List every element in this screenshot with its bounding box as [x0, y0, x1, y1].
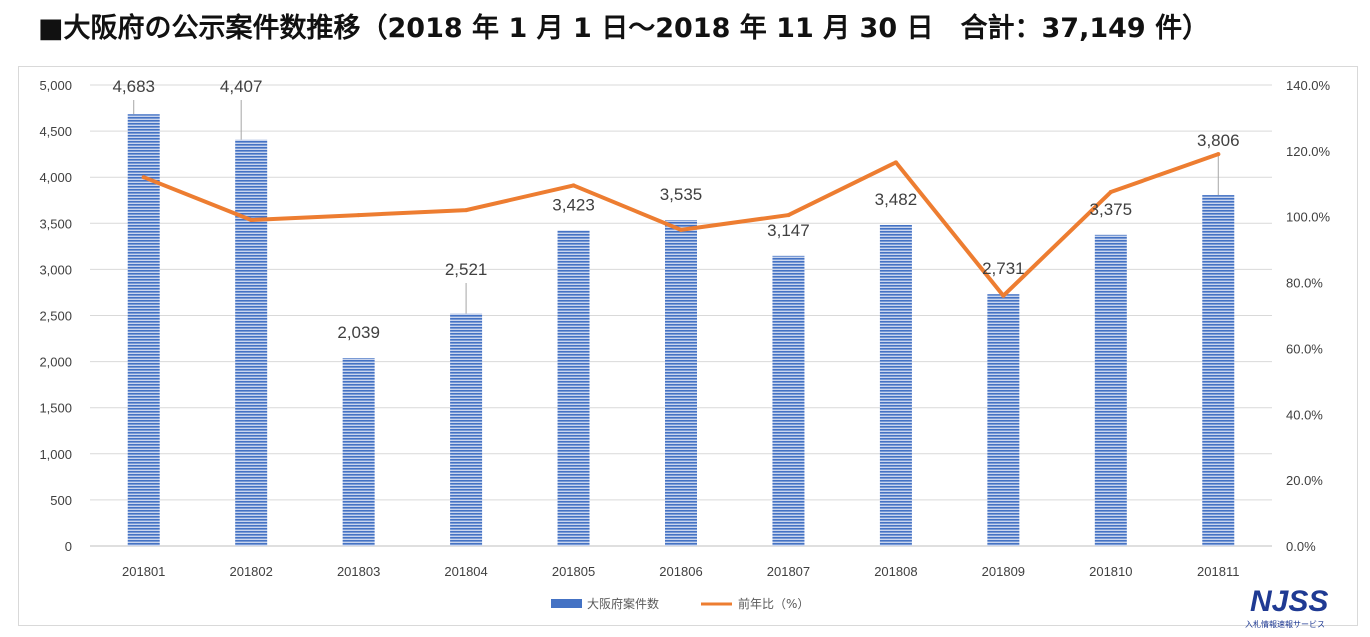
right-axis-ticks: 0.0% 20.0% 40.0% 60.0% 80.0% 100.0% 120.0% 140.… [1286, 78, 1331, 554]
legend-bar-label: 大阪府案件数 [587, 596, 659, 611]
right-tick-label: 100.0% [1286, 210, 1331, 225]
right-tick-label: 60.0% [1286, 341, 1323, 356]
line-point [1216, 152, 1221, 157]
bar-data-label: 2,039 [337, 323, 380, 342]
logo-tagline: 入札情報速報サービス [1245, 619, 1325, 629]
label-leader-lines [133, 100, 1219, 314]
right-tick-label: 40.0% [1286, 407, 1323, 422]
bar-data-labels: 4,683 4,407 2,039 2,521 3,423 3,535 3,147 3,482… [112, 77, 1239, 342]
x-tick-label: 201811 [1197, 564, 1239, 579]
right-tick-label: 140.0% [1286, 78, 1331, 93]
bar-data-label: 2,521 [445, 260, 488, 279]
legend: 大阪府案件数 前年比（%） [551, 596, 809, 611]
right-tick-label: 120.0% [1286, 144, 1331, 159]
bar-data-label: 3,375 [1090, 200, 1133, 219]
right-tick-label: 20.0% [1286, 473, 1323, 488]
left-tick-label: 4,500 [39, 124, 72, 139]
line-point [141, 175, 146, 180]
legend-bar-swatch [551, 599, 582, 608]
line-point [249, 218, 254, 223]
line-point [786, 213, 791, 218]
legend-line-label: 前年比（%） [738, 596, 809, 611]
left-tick-label: 3,500 [39, 216, 72, 231]
line-point [571, 183, 576, 188]
left-axis-ticks: 0 500 1,000 1,500 2,000 2,500 3,000 3,500 4,000 4… [39, 78, 72, 554]
line-series [141, 152, 1221, 298]
bar-data-label: 3,806 [1197, 131, 1240, 150]
bar-data-label: 3,535 [660, 185, 703, 204]
line-point [1001, 293, 1006, 298]
bar [1202, 195, 1235, 547]
njss-logo: NJSS 入札情報速報サービス [1245, 585, 1328, 629]
left-tick-label: 1,500 [39, 401, 72, 416]
bar [987, 294, 1020, 546]
bar [1094, 234, 1127, 546]
line-point [1108, 190, 1113, 195]
x-tick-label: 201802 [229, 564, 272, 579]
right-tick-label: 0.0% [1286, 539, 1316, 554]
left-tick-label: 4,000 [39, 170, 72, 185]
bar-data-label: 3,423 [552, 195, 595, 214]
x-tick-label: 201808 [874, 564, 917, 579]
bar-data-label: 4,683 [112, 77, 155, 96]
logo-wordmark: NJSS [1250, 585, 1328, 618]
gridlines [90, 84, 1272, 547]
x-tick-label: 201807 [767, 564, 810, 579]
legend-item-line: 前年比（%） [701, 596, 809, 611]
bar-data-label: 4,407 [220, 77, 263, 96]
left-tick-label: 0 [65, 539, 72, 554]
line-point [893, 160, 898, 165]
x-tick-label: 201810 [1089, 564, 1132, 579]
left-tick-label: 2,500 [39, 309, 72, 324]
bar [450, 313, 483, 546]
bar [879, 224, 912, 546]
chart-area [18, 66, 1358, 626]
x-tick-label: 201801 [122, 564, 165, 579]
left-tick-label: 3,000 [39, 262, 72, 277]
x-tick-label: 201803 [337, 564, 380, 579]
bar [235, 139, 268, 546]
right-tick-label: 80.0% [1286, 276, 1323, 291]
bar-data-label: 2,731 [982, 259, 1025, 278]
left-tick-label: 500 [50, 493, 72, 508]
line-point [679, 227, 683, 232]
x-tick-label: 201809 [982, 564, 1025, 579]
line-point [356, 213, 361, 218]
bar-data-label: 3,482 [875, 190, 918, 209]
bar [127, 114, 160, 546]
left-tick-label: 1,000 [39, 447, 72, 462]
bar [665, 220, 697, 546]
bar [772, 255, 805, 546]
x-tick-label: 201805 [552, 564, 595, 579]
left-tick-label: 2,000 [39, 355, 72, 370]
bar-series [127, 114, 1235, 547]
left-tick-label: 5,000 [39, 78, 72, 93]
x-tick-label: 201806 [659, 564, 702, 579]
bar-data-label: 3,147 [767, 221, 810, 240]
legend-item-bars: 大阪府案件数 [551, 596, 659, 611]
bar [557, 230, 590, 546]
line-point [464, 208, 469, 213]
page-title: ■大阪府の公示案件数推移（2018 年 1 月 1 日～2018 年 11 月 … [38, 13, 1210, 44]
x-axis-ticks: 201801 201802 201803 201804 201805 201806 2018… [122, 564, 1239, 579]
x-tick-label: 201804 [444, 564, 487, 579]
bar [342, 358, 375, 546]
